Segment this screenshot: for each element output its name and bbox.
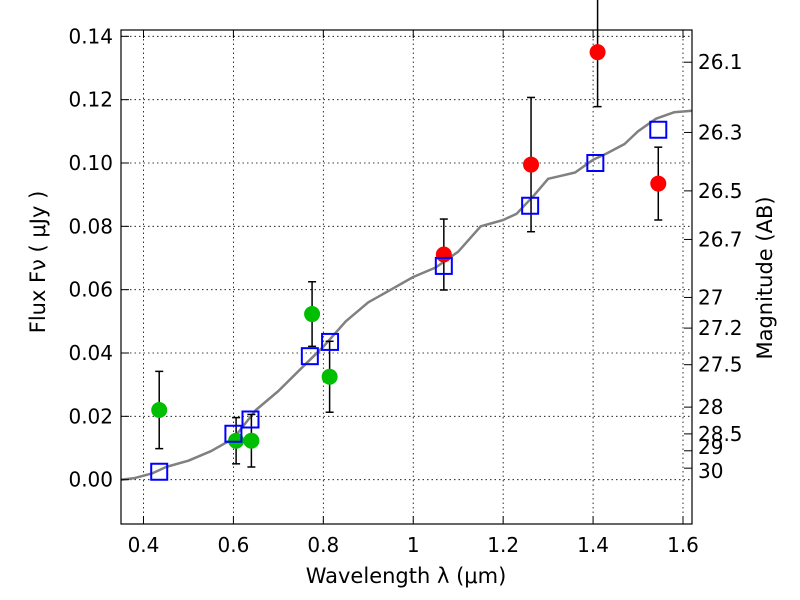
plot-frame bbox=[120, 29, 693, 525]
data-markers bbox=[150, 0, 668, 481]
model-square-point bbox=[521, 196, 540, 215]
x-tick-label: 1.2 bbox=[487, 533, 519, 557]
x-axis-title: Wavelength λ (μm) bbox=[306, 564, 507, 588]
flux-point bbox=[650, 175, 667, 192]
model-square-point bbox=[434, 256, 453, 275]
mag-tick-label: 26.1 bbox=[698, 50, 743, 74]
flux-point bbox=[228, 432, 245, 449]
model-square-point bbox=[321, 332, 340, 351]
y-tick-label: 0.14 bbox=[68, 24, 113, 48]
mag-tick-label: 26.7 bbox=[698, 227, 743, 251]
x-tick-label: 0.4 bbox=[128, 533, 160, 557]
model-square-point bbox=[150, 462, 169, 481]
model-square-point bbox=[241, 410, 260, 429]
mag-tick-label: 28 bbox=[698, 395, 723, 419]
model-square-point bbox=[586, 154, 605, 172]
y-tick-label: 0.08 bbox=[68, 214, 113, 238]
flux-point bbox=[321, 368, 338, 385]
flux-point bbox=[243, 432, 260, 449]
y-tick-label: 0.12 bbox=[68, 88, 113, 112]
flux-point bbox=[151, 402, 168, 418]
flux-point bbox=[589, 44, 606, 61]
model-square-point bbox=[300, 347, 319, 366]
x-tick-label: 0.8 bbox=[307, 533, 339, 557]
mag-tick-label: 29 bbox=[698, 435, 723, 459]
y-axis-title: Flux Fν ( μJy ) bbox=[26, 191, 50, 334]
y-tick-label: 0.02 bbox=[68, 404, 113, 428]
model-square-point bbox=[649, 120, 668, 139]
x-tick-label: 0.6 bbox=[217, 533, 249, 557]
flux-point bbox=[435, 246, 452, 263]
flux-point bbox=[523, 156, 540, 173]
x-tick-label: 1 bbox=[407, 533, 420, 557]
mag-tick-label: 28.5 bbox=[698, 422, 743, 446]
y-tick-label: 0.10 bbox=[68, 151, 113, 175]
x-tick-label: 1.6 bbox=[667, 533, 699, 557]
x-tick-label: 1.4 bbox=[577, 533, 609, 557]
model-square-point bbox=[224, 424, 243, 443]
mag-tick-label: 26.5 bbox=[698, 179, 743, 203]
mag-tick-label: 27 bbox=[698, 285, 723, 309]
mag-tick-label: 26.3 bbox=[698, 120, 743, 144]
flux-point bbox=[304, 306, 321, 323]
y2-axis-title: Magnitude (AB) bbox=[753, 196, 777, 359]
mag-tick-label: 27.2 bbox=[698, 316, 743, 340]
y-tick-label: 0.04 bbox=[68, 341, 113, 365]
y-tick-label: 0.00 bbox=[68, 468, 113, 492]
axes: 0.4 0.6 0.8 1 1.2 1.4 1.6 0.00 0.02 0.04 0.06 0.08 0… bbox=[68, 24, 742, 557]
mag-tick-label: 30 bbox=[698, 459, 723, 483]
y-tick-label: 0.06 bbox=[68, 278, 113, 302]
mag-tick-label: 27.5 bbox=[698, 353, 743, 377]
